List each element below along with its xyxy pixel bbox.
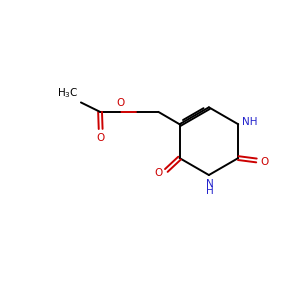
Text: O: O <box>97 133 105 143</box>
Text: O: O <box>154 168 163 178</box>
Text: N: N <box>206 178 214 189</box>
Text: O: O <box>116 98 124 108</box>
Text: NH: NH <box>242 117 257 127</box>
Text: O: O <box>260 157 268 167</box>
Text: H: H <box>206 186 214 196</box>
Text: H$_3$C: H$_3$C <box>57 86 79 100</box>
